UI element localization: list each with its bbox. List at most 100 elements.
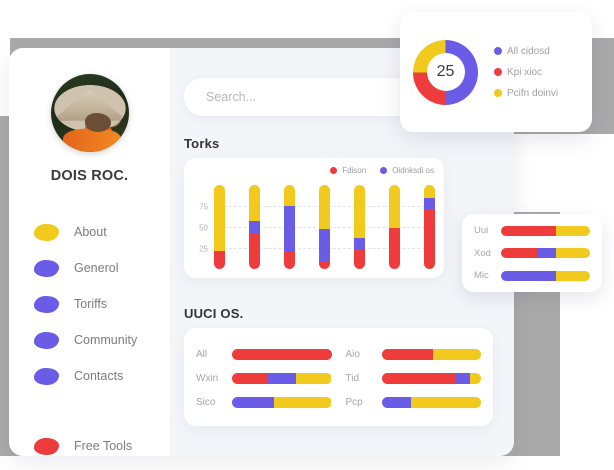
blob-icon: [34, 295, 59, 313]
stat-row-label: All: [196, 348, 208, 360]
avatar-body: [62, 128, 121, 152]
avatar-face: [84, 113, 112, 132]
bar-segment-pcifn: [249, 185, 260, 222]
stat-row-uui: Uui: [474, 225, 590, 236]
stat-row-all: All: [196, 342, 332, 366]
sidebar-item-contacts[interactable]: Contacts: [9, 358, 170, 394]
ytick-label: 50: [199, 223, 208, 233]
search-input[interactable]: [206, 90, 406, 104]
sidebar-item-about[interactable]: About: [9, 214, 170, 250]
blob-icon: [34, 223, 59, 241]
track-segment-purple: [501, 270, 557, 281]
section-title-uuci: UUCI OS.: [184, 306, 244, 321]
stat-row-label: Xod: [474, 247, 491, 259]
stat-row-track: [381, 396, 482, 408]
track-segment-purple: [232, 396, 274, 408]
bar-segment-fdison: [319, 260, 330, 269]
sidebar-item-toriffs[interactable]: Toriffs: [9, 286, 170, 322]
backdrop-white-left-notch: [0, 38, 10, 116]
backdrop-white-top-right: [390, 0, 614, 14]
bar-segment-oidnksdi-os: [424, 197, 435, 209]
track-segment-red: [232, 372, 268, 384]
uuci-os-card: All Aio Wxin Tid Sico Pcp: [184, 328, 493, 426]
backdrop-white-top-left: [0, 0, 390, 38]
stat-row-track: [232, 396, 332, 408]
blob-icon: [34, 437, 59, 455]
avatar: [50, 74, 129, 152]
track-segment-purple: [267, 372, 296, 384]
stat-row-track: [501, 248, 590, 258]
bar-3: [284, 185, 295, 269]
stat-row-label: Aio: [345, 348, 360, 360]
bar-segment-pcifn: [319, 185, 330, 229]
track-segment-red: [381, 348, 434, 360]
track-segment-yellow: [556, 225, 590, 236]
stat-row-mic: Mic: [474, 270, 590, 281]
bar-segment-pcifn: [354, 185, 365, 238]
stat-row-wxin: Wxin: [196, 366, 332, 390]
track-segment-yellow: [295, 372, 332, 384]
legend-entry-oidnksdi: Oidnksdi os: [380, 166, 434, 175]
track-segment-yellow: [411, 396, 481, 408]
stat-row-label: Uui: [474, 225, 489, 236]
bar-group: [214, 185, 435, 269]
legend-dot-yellow: [494, 89, 502, 97]
legend-label: Pcifn doinvi: [507, 87, 559, 99]
sidebar-item-label: Free Tools: [74, 439, 133, 453]
stat-row-label: Pcp: [345, 396, 363, 408]
sidebar-item-generol[interactable]: Generol: [9, 250, 170, 286]
track-segment-yellow: [273, 396, 332, 408]
track-segment-red: [232, 348, 332, 360]
stat-row-track: [381, 348, 482, 360]
donut-legend-entry-kpi-xioc: Kpi xioc: [494, 67, 558, 78]
bar-segment-fdison: [214, 250, 225, 269]
blob-icon: [34, 259, 59, 277]
donut-summary-card: 25 All cidosd Kpi xioc Pcifn doinvi: [400, 12, 592, 132]
sidebar-item-label: Toriffs: [74, 297, 108, 311]
stat-row-label: Mic: [474, 270, 489, 281]
donut-center-value: 25: [426, 53, 465, 91]
legend-dot-red: [330, 167, 338, 174]
track-segment-yellow: [556, 270, 590, 281]
bar-segment-fdison: [354, 248, 365, 269]
blob-icon: [34, 367, 59, 385]
bar-segment-fdison: [249, 233, 260, 269]
legend-dot-purple: [494, 47, 502, 55]
bar-chart-legend: Fdison Oidnksdi os: [330, 166, 434, 175]
track-segment-red: [381, 372, 456, 384]
blob-icon: [34, 331, 59, 349]
donut-chart: 25: [413, 39, 478, 105]
profile-name: DOIS ROC.: [50, 168, 129, 184]
ytick-label: 25: [199, 244, 208, 254]
stat-row-label: Tid: [345, 372, 360, 384]
track-segment-yellow: [556, 248, 590, 258]
bar-segment-fdison: [424, 208, 435, 269]
stat-row-track: [501, 225, 590, 236]
bar-4: [319, 185, 330, 269]
track-segment-yellow: [433, 348, 481, 360]
track-segment-purple: [381, 396, 412, 408]
section-title-torks: Torks: [184, 136, 220, 151]
legend-dot-purple: [380, 167, 388, 174]
bar-segment-pcifn: [284, 185, 295, 206]
donut-legend-entry-all-cidosd: All cidosd: [494, 46, 558, 57]
track-segment-red: [501, 248, 537, 258]
legend-entry-fdison: Fdison: [330, 166, 366, 175]
sidebar-item-community[interactable]: Community: [9, 322, 170, 358]
ytick-label: 75: [199, 202, 208, 212]
bar-segment-fdison: [389, 227, 400, 269]
sidebar-item-free-tools[interactable]: Free Tools: [9, 428, 170, 456]
bar-segment-oidnksdi-os: [319, 228, 330, 261]
legend-dot-red: [494, 68, 502, 76]
sidebar-item-label: Contacts: [74, 369, 124, 383]
sidebar-menu: About Generol Toriffs Community Contacts: [9, 214, 170, 456]
bar-segment-pcifn: [214, 185, 225, 251]
bar-2: [249, 185, 260, 269]
uuci-rows: All Aio Wxin Tid Sico Pcp: [196, 342, 481, 414]
stat-row-track: [232, 348, 332, 360]
bar-6: [389, 185, 400, 269]
stat-row-label: Wxin: [196, 372, 219, 384]
donut-legend: All cidosd Kpi xioc Pcifn doinvi: [494, 46, 558, 99]
bar-5: [354, 185, 365, 269]
